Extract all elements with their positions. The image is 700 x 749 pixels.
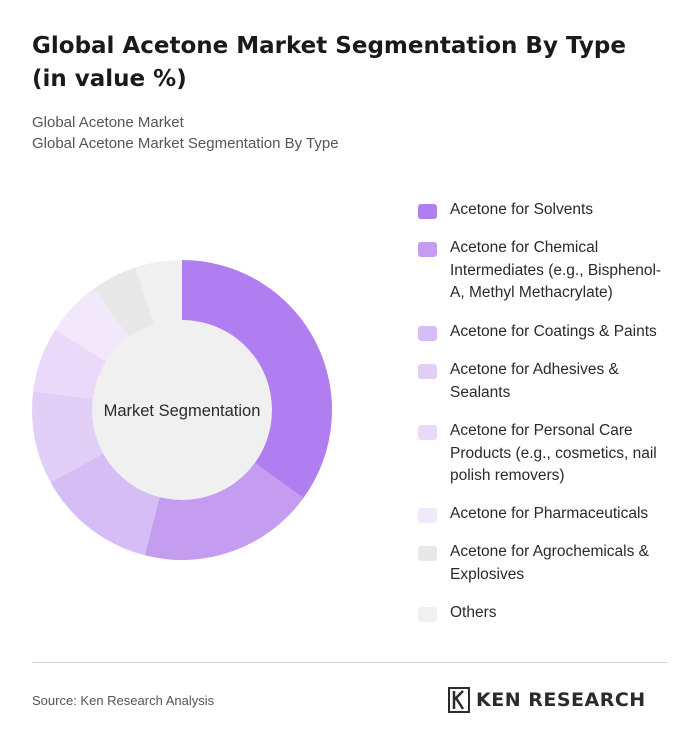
footer-divider <box>32 662 668 663</box>
legend-swatch <box>418 242 437 257</box>
legend-label: Acetone for Adhesives & Sealants <box>450 361 619 401</box>
legend-label: Acetone for Personal Care Products (e.g.… <box>450 422 657 484</box>
legend-swatch <box>418 204 437 219</box>
breadcrumb-market: Global Acetone Market <box>32 114 184 131</box>
legend-swatch <box>418 326 437 341</box>
legend-swatch <box>418 508 437 523</box>
donut-slice-2 <box>144 462 304 560</box>
donut-slice-7 <box>93 267 155 338</box>
donut-chart: Market Segmentation <box>31 260 332 560</box>
donut-slice-5 <box>33 329 107 399</box>
donut-slices <box>31 260 332 560</box>
legend-label: Acetone for Pharmaceuticals <box>450 505 649 522</box>
legend-label: Others <box>450 604 497 621</box>
legend-swatch <box>418 364 437 379</box>
legend-label: Acetone for Agrochemicals & Explosives <box>450 543 650 583</box>
donut-slice-3 <box>50 452 160 556</box>
brand-name: KEN RESEARCH <box>476 689 646 711</box>
donut-slice-8 <box>135 260 182 326</box>
donut-slice-4 <box>31 391 105 483</box>
donut-slice-6 <box>55 288 130 363</box>
source-note: Source: Ken Research Analysis <box>32 693 215 708</box>
ken-research-logo-icon <box>448 687 470 713</box>
donut-center <box>92 320 272 500</box>
donut-slice-1 <box>182 260 332 499</box>
legend-label: Acetone for Chemical Intermediates (e.g.… <box>450 239 662 301</box>
ken-research-logo: KEN RESEARCH <box>448 687 670 715</box>
legend-label: Acetone for Solvents <box>450 201 594 218</box>
legend-swatch <box>418 546 437 561</box>
chart-title: Global Acetone Market Segmentation By Ty… <box>32 33 626 92</box>
legend-label: Acetone for Coatings & Paints <box>450 323 657 340</box>
center-label: Market Segmentation <box>104 402 261 420</box>
legend-swatch <box>418 607 437 622</box>
legend-swatch <box>418 425 437 440</box>
breadcrumb-segmentation: Global Acetone Market Segmentation By Ty… <box>32 135 339 152</box>
